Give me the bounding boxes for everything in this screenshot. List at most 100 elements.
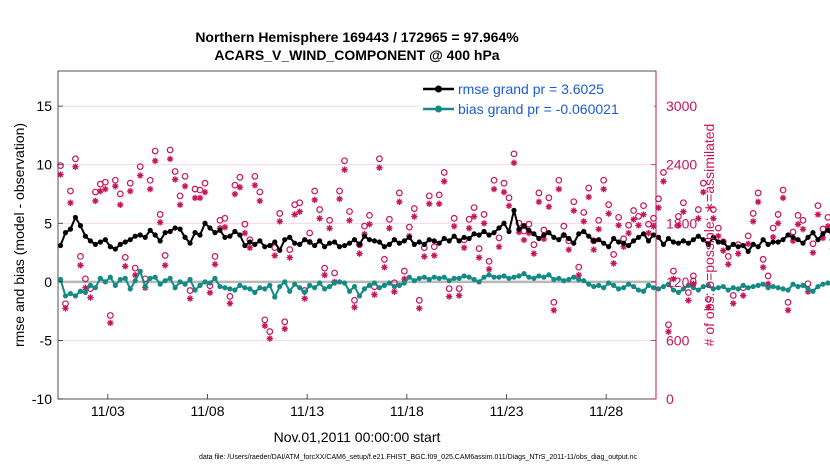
obs-assimilated-marker xyxy=(336,195,343,203)
bias-series xyxy=(57,268,830,300)
obs-possible-marker xyxy=(241,220,249,228)
obs-assimilated-marker xyxy=(181,183,189,190)
obs-possible-marker xyxy=(435,191,443,199)
bias-point xyxy=(800,282,806,288)
rmse-point xyxy=(715,239,721,245)
obs-assimilated-marker xyxy=(72,163,79,170)
obs-assimilated-marker xyxy=(341,166,348,173)
obs-assimilated-marker xyxy=(650,223,657,230)
rmse-point xyxy=(112,246,118,252)
obs-possible-marker xyxy=(281,318,289,326)
obs-possible-marker xyxy=(251,172,259,180)
obs-possible-marker xyxy=(121,253,129,261)
rmse-point xyxy=(137,232,143,238)
rmse-point xyxy=(461,234,467,240)
obs-assimilated-marker xyxy=(92,197,99,205)
bias-point xyxy=(77,288,84,294)
obs-possible-marker xyxy=(266,328,274,335)
obs-possible-marker xyxy=(510,150,518,158)
rmse-point xyxy=(376,239,383,245)
obs-assimilated-marker xyxy=(171,176,179,183)
x-axis: 11/03 11/08 11/13 11/18 11/23 11/28 xyxy=(91,394,623,419)
bias-point xyxy=(451,275,457,281)
rmse-point xyxy=(456,238,462,244)
bias-point xyxy=(302,289,308,295)
rmse-point xyxy=(247,239,253,245)
obs-assimilated-marker xyxy=(122,263,129,270)
obs-assimilated-marker xyxy=(774,220,782,227)
obs-assimilated-marker xyxy=(132,271,139,279)
obs-assimilated-marker xyxy=(824,223,830,230)
obs-possible-marker xyxy=(814,202,822,210)
obs-possible-marker xyxy=(744,232,752,240)
bias-point xyxy=(157,281,163,287)
legend-bias-marker xyxy=(435,105,442,113)
bias-point xyxy=(122,275,128,281)
obs-assimilated-marker xyxy=(67,199,74,207)
bias-point xyxy=(307,282,313,288)
bias-point xyxy=(591,283,597,290)
obs-possible-marker xyxy=(351,296,358,304)
y-axis-right-label: # of obs: o=possible; ∗=assimilated xyxy=(701,124,717,347)
obs-assimilated-marker xyxy=(764,280,772,288)
obs-possible-marker xyxy=(131,264,139,272)
y-left-tick-label: -10 xyxy=(32,391,52,407)
bias-point xyxy=(406,274,412,280)
obs-assimilated-marker xyxy=(156,219,164,226)
obs-assimilated-marker xyxy=(550,307,558,314)
legend-rmse-label: rmse grand pr = 3.6025 xyxy=(458,81,604,97)
rmse-point xyxy=(760,237,766,243)
obs-assimilated-marker xyxy=(271,252,278,259)
obs-assimilated-marker xyxy=(480,220,488,227)
y-right-tick-label: 3000 xyxy=(666,98,697,114)
bias-point xyxy=(132,278,138,284)
rmse-point xyxy=(586,233,592,239)
obs-count-series xyxy=(57,146,830,342)
rmse-point xyxy=(436,240,442,246)
rmse-point xyxy=(551,234,557,240)
obs-assimilated-marker xyxy=(112,183,119,190)
rmse-point xyxy=(312,242,318,249)
bias-point xyxy=(87,282,93,288)
obs-possible-marker xyxy=(625,221,632,229)
obs-assimilated-marker xyxy=(206,289,214,296)
obs-assimilated-marker xyxy=(426,200,433,208)
obs-assimilated-marker xyxy=(97,187,104,195)
obs-assimilated-marker xyxy=(625,229,632,237)
obs-possible-marker xyxy=(226,293,234,300)
obs-assimilated-marker xyxy=(695,215,702,222)
obs-assimilated-marker xyxy=(316,215,323,222)
obs-assimilated-marker xyxy=(605,210,612,217)
rmse-point xyxy=(396,240,402,246)
obs-assimilated-marker xyxy=(321,271,328,279)
obs-assimilated-marker xyxy=(535,198,543,206)
bias-point xyxy=(62,293,69,299)
obs-possible-marker xyxy=(525,220,533,228)
bias-point xyxy=(401,280,407,286)
obs-possible-marker xyxy=(759,255,767,263)
bias-point xyxy=(690,285,696,291)
rmse-point xyxy=(730,241,736,247)
obs-possible-marker xyxy=(306,229,314,237)
rmse-point xyxy=(685,240,691,246)
obs-assimilated-marker xyxy=(246,244,254,251)
obs-possible-marker xyxy=(67,187,74,195)
obs-assimilated-marker xyxy=(804,288,812,295)
obs-assimilated-marker xyxy=(740,292,747,299)
bias-point xyxy=(596,282,602,288)
rmse-point xyxy=(277,247,283,253)
y-right-tick-label: 1200 xyxy=(666,274,697,290)
bias-point xyxy=(456,275,462,281)
obs-possible-marker xyxy=(500,179,508,187)
rmse-point xyxy=(805,234,811,240)
rmse-point xyxy=(621,240,627,246)
obs-assimilated-marker xyxy=(366,221,373,228)
rmse-point xyxy=(87,238,93,244)
rmse-point xyxy=(411,241,417,247)
bias-point xyxy=(317,280,323,286)
rmse-point xyxy=(795,237,801,243)
obs-possible-marker xyxy=(560,222,568,230)
plot-area xyxy=(57,70,830,400)
obs-possible-marker xyxy=(694,206,702,213)
rmse-point xyxy=(725,245,731,251)
